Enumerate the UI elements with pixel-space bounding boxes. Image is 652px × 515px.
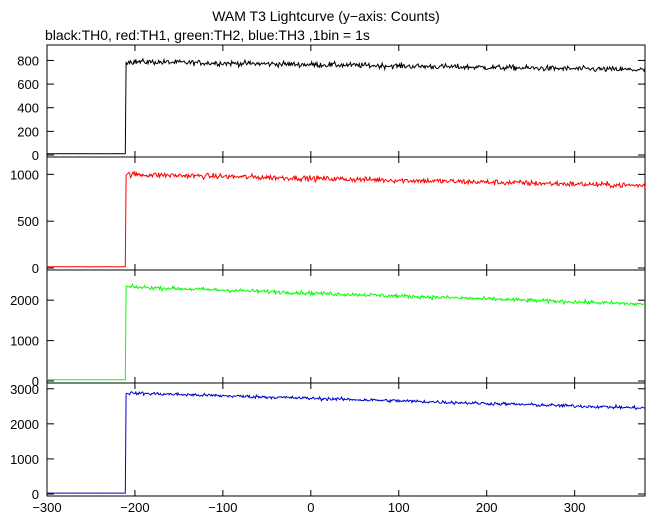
y-tick-label-th0: 0 [32, 148, 39, 163]
y-tick-label-th3: 2000 [10, 417, 39, 432]
y-tick-label-th2: 1000 [10, 334, 39, 349]
x-tick-label: 0 [307, 500, 314, 515]
y-tick-label-th2: 2000 [10, 293, 39, 308]
x-tick-label: −100 [208, 500, 237, 515]
x-tick-label: 300 [564, 500, 586, 515]
y-tick-label-th1: 500 [17, 214, 39, 229]
y-tick-label-th3: 0 [32, 487, 39, 502]
series-line-th0 [47, 57, 646, 155]
series-line-th2 [47, 282, 646, 381]
y-tick-label-th0: 600 [17, 77, 39, 92]
y-tick-label-th3: 1000 [10, 452, 39, 467]
y-tick-label-th1: 1000 [10, 167, 39, 182]
series-line-th1 [46, 170, 646, 268]
series-line-th3 [47, 390, 645, 494]
y-tick-label-th0: 200 [17, 124, 39, 139]
panel-frame-th3 [46, 382, 646, 497]
y-tick-label-th3: 3000 [10, 382, 39, 397]
chart-title: WAM T3 Lightcurve (y−axis: Counts) [212, 8, 440, 24]
y-tick-label-th1: 0 [32, 261, 39, 276]
x-tick-label: 200 [476, 500, 498, 515]
chart-subtitle: black:TH0, red:TH1, green:TH2, blue:TH3 … [45, 27, 370, 43]
x-tick-label: −200 [120, 500, 149, 515]
y-tick-label-th0: 400 [17, 101, 39, 116]
x-tick-label: 100 [388, 500, 410, 515]
y-tick-label-th0: 800 [17, 53, 39, 68]
x-tick-label: −300 [32, 500, 61, 515]
y-tick-label-th2: 0 [32, 374, 39, 389]
